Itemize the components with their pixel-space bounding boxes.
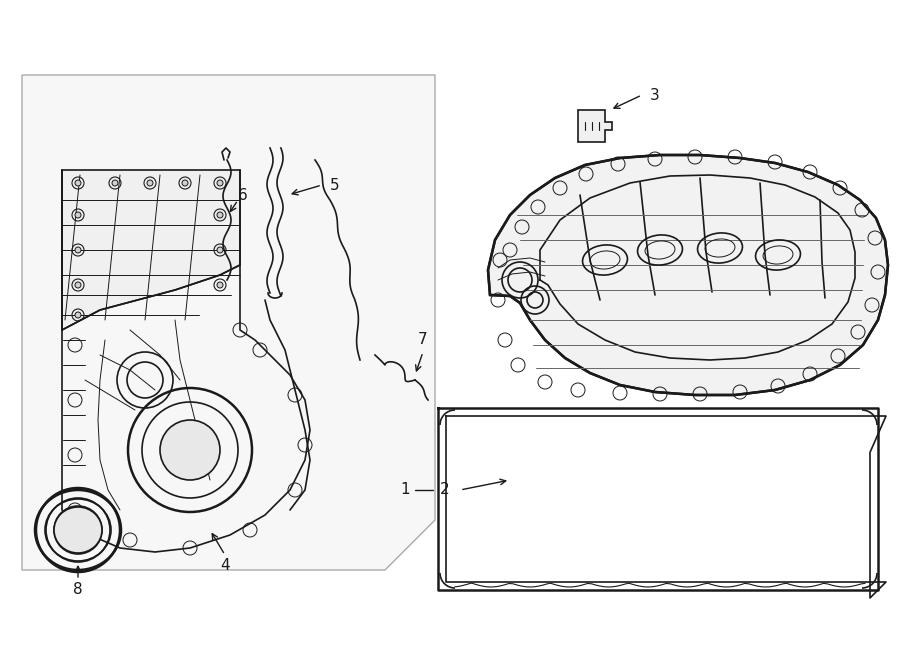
Polygon shape (22, 75, 435, 570)
Circle shape (75, 247, 81, 253)
Circle shape (54, 506, 102, 554)
Circle shape (160, 420, 220, 480)
Polygon shape (578, 110, 612, 142)
Circle shape (217, 180, 223, 186)
Text: 4: 4 (220, 557, 230, 572)
Circle shape (75, 312, 81, 318)
Circle shape (217, 247, 223, 253)
Polygon shape (62, 170, 240, 330)
Ellipse shape (54, 507, 102, 553)
Text: 2: 2 (440, 483, 450, 498)
Text: 5: 5 (330, 178, 340, 192)
Text: 3: 3 (650, 87, 660, 102)
Text: 1: 1 (400, 483, 410, 498)
Circle shape (147, 180, 153, 186)
Circle shape (112, 180, 118, 186)
Text: 7: 7 (418, 332, 427, 348)
Circle shape (75, 180, 81, 186)
Circle shape (217, 212, 223, 218)
Circle shape (75, 282, 81, 288)
Polygon shape (488, 155, 888, 395)
Circle shape (182, 180, 188, 186)
Text: 8: 8 (73, 582, 83, 598)
Circle shape (217, 282, 223, 288)
Circle shape (75, 212, 81, 218)
Text: 6: 6 (238, 188, 248, 202)
